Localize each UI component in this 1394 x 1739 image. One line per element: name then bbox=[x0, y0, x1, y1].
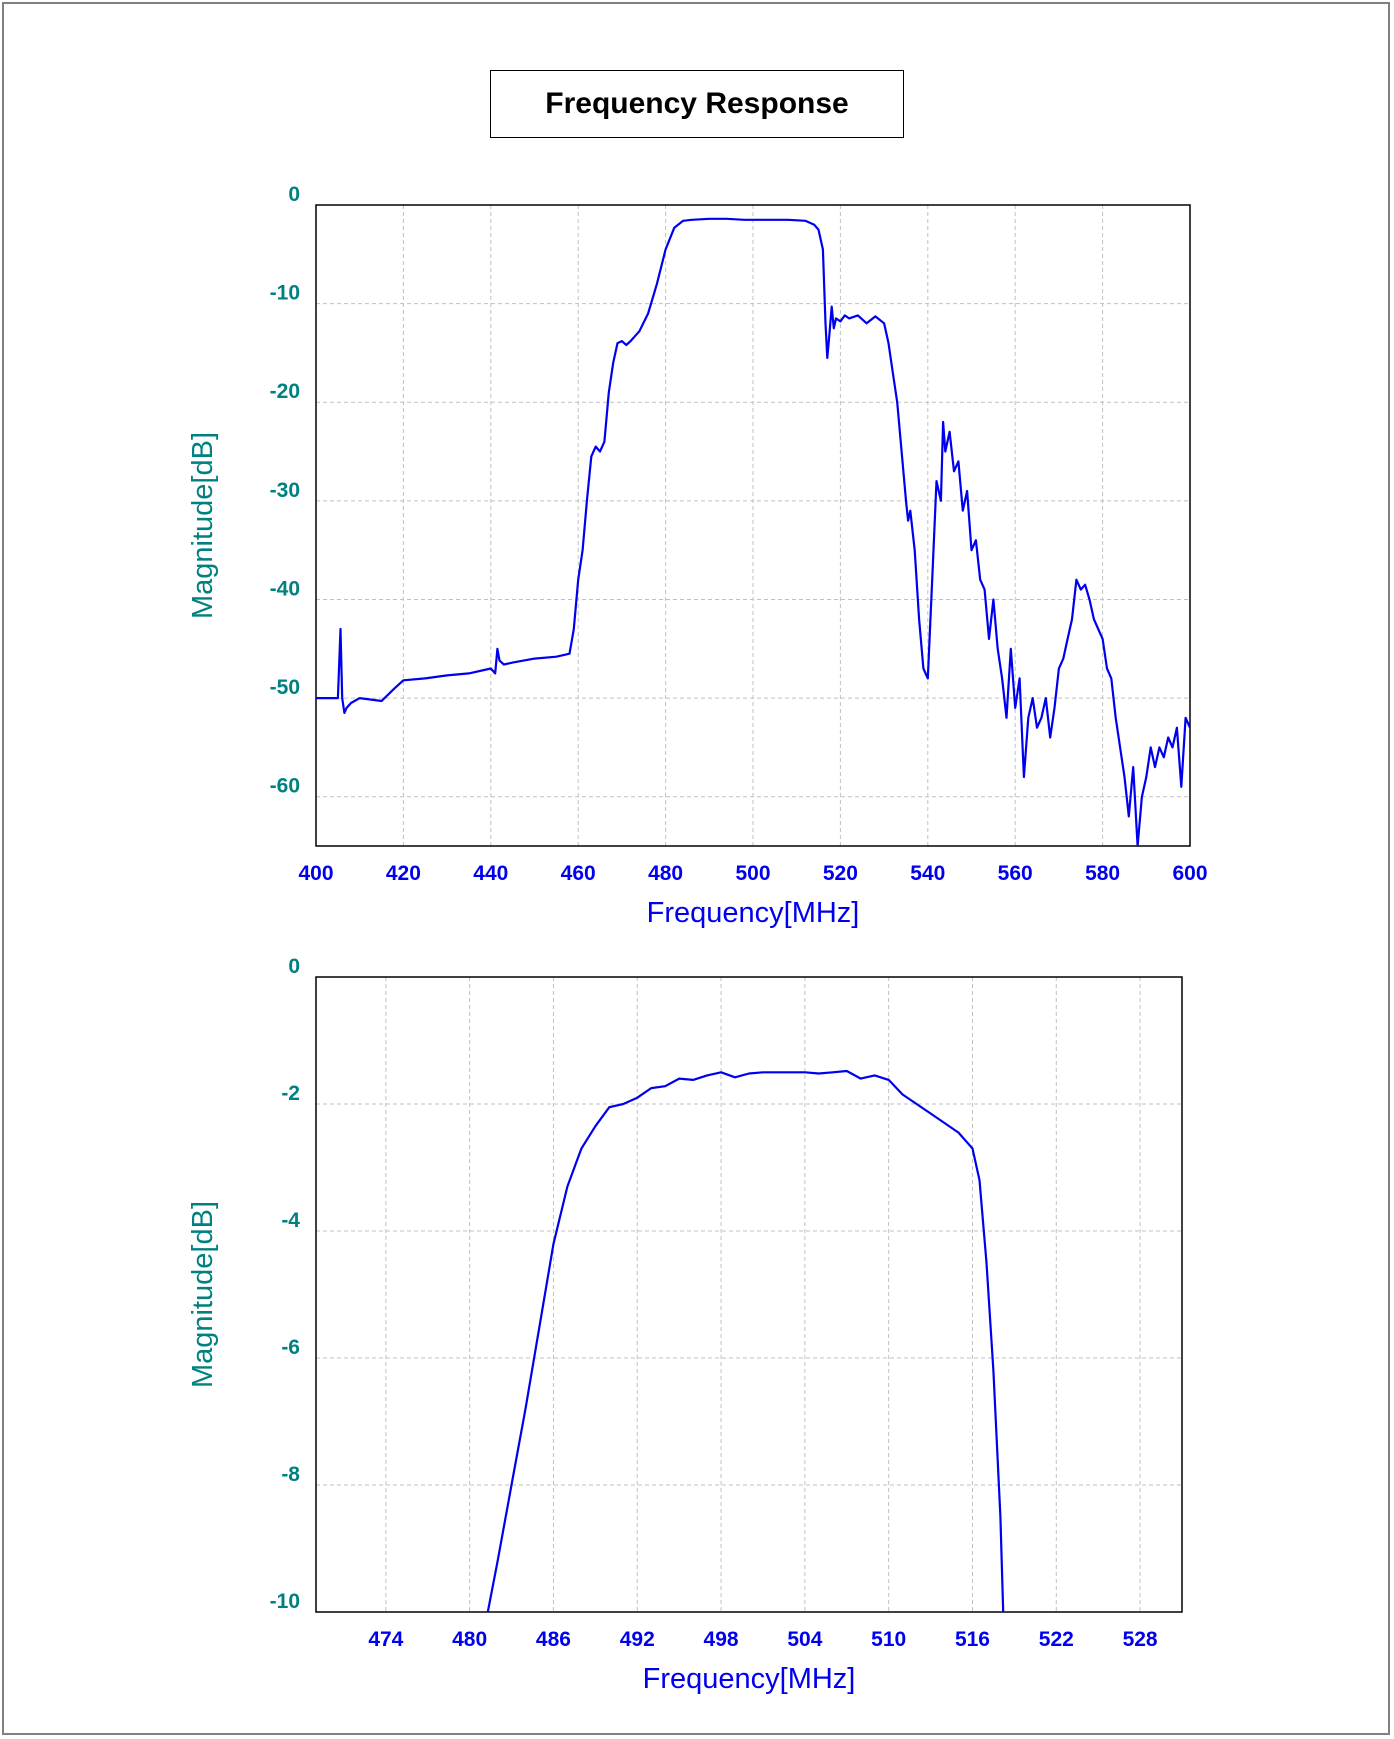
x-tick-label: 580 bbox=[1085, 862, 1120, 885]
y-tick-label: -30 bbox=[270, 479, 300, 502]
x-tick-label: 522 bbox=[1039, 1628, 1074, 1651]
x-axis-label: Frequency[MHz] bbox=[643, 1663, 856, 1695]
x-tick-label: 480 bbox=[648, 862, 683, 885]
series-line bbox=[486, 1069, 1005, 1612]
x-tick-label: 480 bbox=[452, 1628, 487, 1651]
x-tick-label: 540 bbox=[910, 862, 945, 885]
x-tick-label: 492 bbox=[620, 1628, 655, 1651]
x-tick-label: 560 bbox=[998, 862, 1033, 885]
y-tick-label: -10 bbox=[270, 282, 300, 305]
plot-frame bbox=[315, 976, 1183, 1613]
y-tick-label: -2 bbox=[281, 1082, 300, 1105]
y-tick-label: -8 bbox=[281, 1463, 300, 1486]
y-axis-label: Magnitude[dB] bbox=[187, 432, 219, 619]
x-tick-label: 474 bbox=[368, 1628, 403, 1651]
x-tick-label: 500 bbox=[735, 862, 770, 885]
x-tick-label: 504 bbox=[787, 1628, 822, 1651]
x-tick-label: 600 bbox=[1172, 862, 1207, 885]
series-line bbox=[316, 217, 1190, 846]
y-tick-label: -40 bbox=[270, 577, 300, 600]
y-tick-label: -50 bbox=[270, 676, 300, 699]
y-tick-label: 0 bbox=[288, 183, 300, 206]
chart-2: 474 480 486 492 498 504 510 516 522 528 0 -2 -4 -6 -8 -… bbox=[187, 955, 1183, 1695]
x-tick-label: 460 bbox=[561, 862, 596, 885]
x-axis-label: Frequency[MHz] bbox=[647, 897, 860, 929]
x-tick-label: 486 bbox=[536, 1628, 571, 1651]
x-tick-label: 516 bbox=[955, 1628, 990, 1651]
y-tick-label: 0 bbox=[288, 955, 300, 978]
x-tick-label: 510 bbox=[871, 1628, 906, 1651]
page-title: Frequency Response bbox=[490, 70, 904, 138]
x-tick-label: 498 bbox=[704, 1628, 739, 1651]
x-tick-label: 440 bbox=[473, 862, 508, 885]
plot-frame bbox=[315, 204, 1191, 847]
x-tick-label: 420 bbox=[386, 862, 421, 885]
x-tick-label: 400 bbox=[298, 862, 333, 885]
chart-1: 400 420 440 460 480 500 520 540 560 580 600 0 -10 -20… bbox=[187, 183, 1208, 929]
y-tick-label: -20 bbox=[270, 380, 300, 403]
y-tick-label: -6 bbox=[281, 1336, 300, 1359]
y-tick-label: -60 bbox=[270, 775, 300, 798]
x-tick-label: 520 bbox=[823, 862, 858, 885]
x-tick-label: 528 bbox=[1123, 1628, 1158, 1651]
y-tick-label: -10 bbox=[270, 1590, 300, 1613]
y-axis-label: Magnitude[dB] bbox=[187, 1201, 219, 1388]
y-tick-label: -4 bbox=[281, 1209, 300, 1232]
